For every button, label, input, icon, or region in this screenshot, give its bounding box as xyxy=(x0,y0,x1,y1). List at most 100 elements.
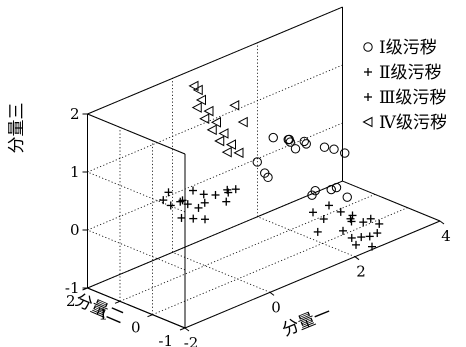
data-point xyxy=(252,157,262,167)
series-3 xyxy=(309,201,384,251)
legend: Ⅰ级污秽 Ⅱ级污秽 Ⅲ级污秽 Ⅳ级污秽 xyxy=(362,38,447,133)
data-point xyxy=(313,227,322,236)
series-4 xyxy=(188,80,248,159)
x-tick-mark xyxy=(439,220,445,225)
data-point xyxy=(347,233,356,242)
data-point xyxy=(368,242,376,251)
data-point xyxy=(342,192,352,202)
box-edge xyxy=(87,180,343,289)
grid-line xyxy=(172,251,271,293)
grid-line xyxy=(87,113,186,155)
series-1 xyxy=(252,132,352,202)
data-point xyxy=(375,219,384,228)
z-tick-label: 2 xyxy=(70,105,80,123)
data-point xyxy=(203,105,214,117)
data-point xyxy=(221,146,232,158)
data-point xyxy=(164,188,173,197)
x-tick-mark xyxy=(354,256,360,261)
y-tick-mark xyxy=(147,314,153,318)
x-tick-label: 4 xyxy=(441,227,451,245)
legend-label: Ⅱ级污秽 xyxy=(379,63,442,83)
grid-line xyxy=(87,122,343,231)
data-point xyxy=(159,196,168,205)
data-point xyxy=(263,172,273,183)
data-point xyxy=(365,232,374,241)
y-tick-label: 2 xyxy=(66,292,76,310)
axes-box-front xyxy=(87,180,441,329)
legend-item: Ⅰ级污秽 xyxy=(363,38,437,58)
data-point xyxy=(307,190,317,200)
grid-line xyxy=(87,64,343,173)
data-point xyxy=(229,99,240,111)
x-tick-label: -2 xyxy=(184,334,199,347)
grid-line xyxy=(257,216,356,258)
data-point xyxy=(201,215,209,224)
data-point xyxy=(325,201,333,210)
data-points xyxy=(159,80,384,251)
data-point xyxy=(319,215,328,224)
data-point xyxy=(177,213,186,222)
data-point xyxy=(366,214,375,223)
data-point xyxy=(299,136,309,147)
legend-item: Ⅱ级污秽 xyxy=(364,63,442,83)
data-point xyxy=(194,203,203,212)
box-edge xyxy=(87,6,343,115)
grid-line xyxy=(87,229,186,271)
y-tick-mark xyxy=(179,327,186,331)
data-point xyxy=(224,188,233,197)
data-point xyxy=(329,144,339,154)
data-point xyxy=(199,190,208,199)
legend-marker xyxy=(364,68,372,76)
data-point xyxy=(231,185,240,194)
data-point xyxy=(222,197,231,206)
data-point xyxy=(211,190,220,199)
data-point xyxy=(199,113,210,125)
x-tick-label: 2 xyxy=(356,263,366,281)
z-tick-label: 0 xyxy=(70,221,80,239)
data-point xyxy=(237,116,248,128)
grid-line xyxy=(119,193,376,302)
y-tick-mark xyxy=(114,300,121,304)
z-tick-label: 1 xyxy=(70,163,80,181)
data-point xyxy=(200,198,209,207)
data-point xyxy=(176,197,185,206)
data-point xyxy=(309,208,317,217)
data-point xyxy=(348,211,357,220)
data-point xyxy=(218,128,229,139)
data-point xyxy=(210,116,221,128)
data-point xyxy=(189,186,197,195)
data-point xyxy=(357,233,366,242)
data-point xyxy=(346,214,355,223)
data-point xyxy=(225,139,236,150)
data-point xyxy=(233,147,244,159)
data-point xyxy=(301,139,311,149)
y-axis-line xyxy=(87,287,186,329)
data-point xyxy=(268,132,278,143)
x-tick-label: 0 xyxy=(271,298,281,316)
data-point xyxy=(336,207,345,216)
data-point xyxy=(166,201,175,210)
z-tick-label: -1 xyxy=(65,279,80,297)
y-tick-label: 1 xyxy=(98,305,108,323)
y-tick-label: -1 xyxy=(158,332,173,347)
legend-item: Ⅲ级污秽 xyxy=(364,88,446,108)
x-axis-label: 分量一 xyxy=(279,303,334,341)
data-point xyxy=(206,124,217,136)
legend-marker xyxy=(363,42,373,52)
data-point xyxy=(352,240,360,249)
data-point xyxy=(189,214,198,223)
z-axis-label: 分量三 xyxy=(7,103,27,154)
data-point xyxy=(359,218,368,227)
legend-item: Ⅳ级污秽 xyxy=(362,113,447,133)
x-tick-mark xyxy=(269,291,275,296)
y-tick-label: 0 xyxy=(131,319,141,337)
data-point xyxy=(331,182,342,193)
data-point xyxy=(188,80,199,92)
data-point xyxy=(290,144,301,154)
data-point xyxy=(340,148,350,158)
legend-label: Ⅳ级污秽 xyxy=(379,113,447,133)
data-point xyxy=(195,94,206,106)
